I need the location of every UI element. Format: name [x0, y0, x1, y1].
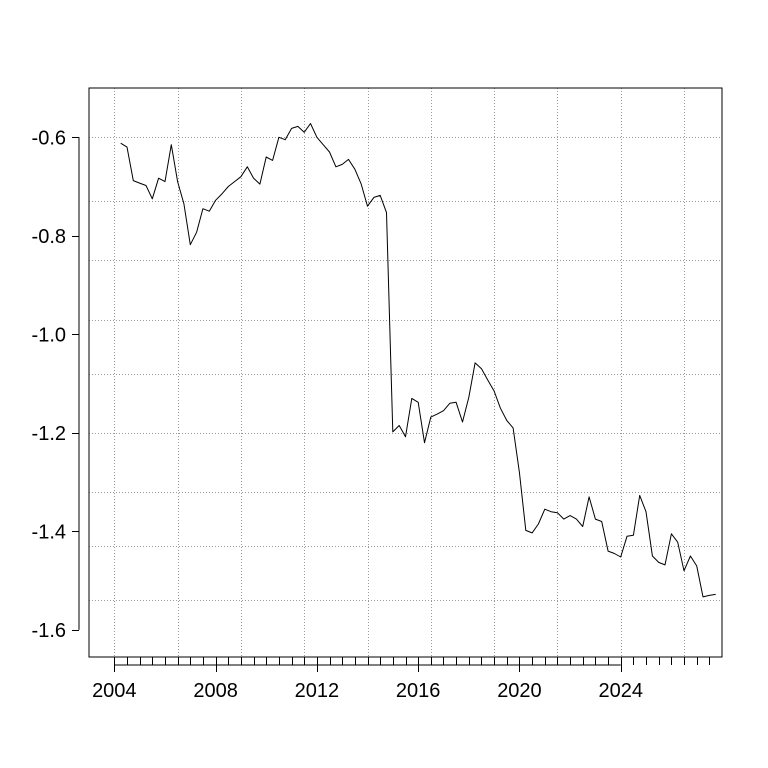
y-tick-label-0: -0.6: [32, 127, 66, 149]
x-tick-label-0: 2004: [92, 680, 137, 702]
y-axis: -0.6 -0.8 -1.0 -1.2 -1.4 -1.6: [32, 127, 80, 642]
x-tick-label-1: 2008: [193, 680, 238, 702]
y-tick-label-5: -1.6: [32, 620, 66, 642]
grid: [89, 88, 722, 657]
plot-frame: [88, 87, 723, 658]
x-tick-label-2: 2012: [295, 680, 340, 702]
y-tick-label-2: -1.0: [32, 324, 66, 346]
x-tick-label-4: 2020: [497, 680, 542, 702]
x-tick-label-5: 2024: [598, 680, 643, 702]
x-axis: 2004 2008 2012 2016 2020 2024: [92, 657, 710, 702]
series-layer: [120, 123, 716, 598]
series-line: [120, 123, 716, 598]
y-tick-label-4: -1.4: [32, 521, 66, 543]
y-tick-label-3: -1.2: [32, 423, 66, 445]
y-tick-label-1: -0.8: [32, 226, 66, 248]
x-tick-label-3: 2016: [396, 680, 441, 702]
